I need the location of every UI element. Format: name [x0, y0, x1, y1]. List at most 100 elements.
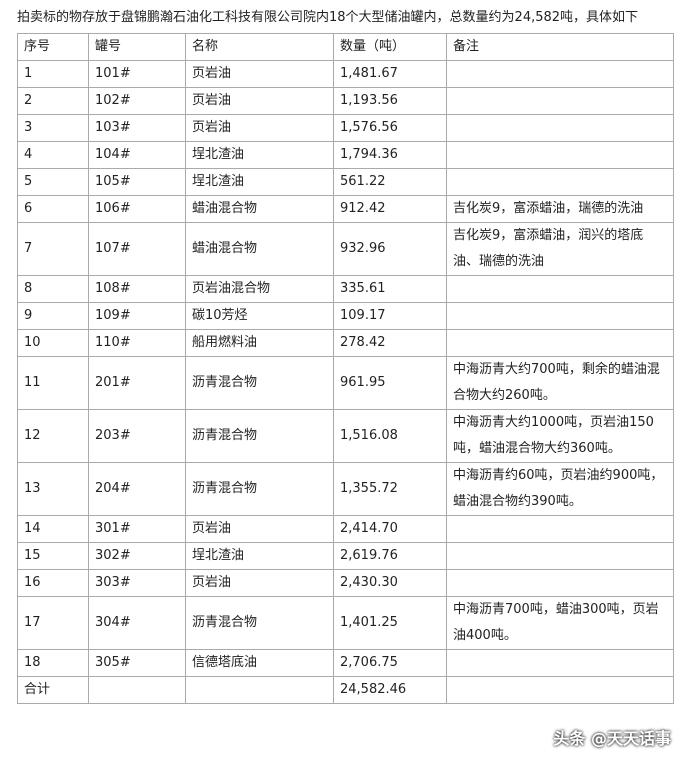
table-cell: 17 — [17, 596, 89, 650]
table-cell: 278.42 — [333, 329, 447, 357]
table-cell: 18 — [17, 649, 89, 677]
table-row: 合计 24,582.46 — [17, 676, 674, 704]
table-cell: 船用燃料油 — [185, 329, 334, 357]
table-cell: 1,481.67 — [333, 60, 447, 88]
table-cell — [88, 676, 186, 704]
table-cell: 109# — [88, 302, 186, 330]
storage-table: 序号 罐号 名称 数量（吨） 备注 1 101# 页岩油 1,481.67 2 102# 页岩油 1,1… — [17, 33, 674, 704]
table-cell: 页岩油 — [185, 60, 334, 88]
table-cell: 中海沥青大约700吨，剩余的蜡油混合物大约260吨。 — [446, 356, 674, 410]
table-cell: 561.22 — [333, 168, 447, 196]
table-cell: 104# — [88, 141, 186, 169]
table-row: 13 204# 沥青混合物 1,355.72 中海沥青约60吨，页岩油约900吨，蜡油混… — [17, 462, 674, 516]
table-cell: 2,430.30 — [333, 569, 447, 597]
table-cell: 吉化炭9，富添蜡油，瑞德的洗油 — [446, 195, 674, 223]
table-cell: 110# — [88, 329, 186, 357]
table-row: 14 301# 页岩油 2,414.70 — [17, 515, 674, 543]
table-row: 15 302# 埕北渣油 2,619.76 — [17, 542, 674, 570]
table-row: 8 108# 页岩油混合物 335.61 — [17, 275, 674, 303]
table-cell: 1 — [17, 60, 89, 88]
table-cell: 302# — [88, 542, 186, 570]
table-cell: 303# — [88, 569, 186, 597]
table-row: 9 109# 碳10芳烃 109.17 — [17, 302, 674, 330]
table-cell: 301# — [88, 515, 186, 543]
table-cell: 沥青混合物 — [185, 409, 334, 463]
table-cell: 备注 — [446, 33, 674, 61]
table-cell: 204# — [88, 462, 186, 516]
table-row: 7 107# 蜡油混合物 932.96 吉化炭9，富添蜡油，润兴的塔底油、瑞德的洗油 — [17, 222, 674, 276]
table-cell: 2,706.75 — [333, 649, 447, 677]
table-cell: 7 — [17, 222, 89, 276]
table-cell — [446, 515, 674, 543]
table-cell — [446, 676, 674, 704]
table-cell: 页岩油 — [185, 515, 334, 543]
table-body: 序号 罐号 名称 数量（吨） 备注 1 101# 页岩油 1,481.67 2 102# 页岩油 1,1… — [17, 33, 674, 704]
table-cell: 5 — [17, 168, 89, 196]
table-cell: 沥青混合物 — [185, 462, 334, 516]
table-cell: 102# — [88, 87, 186, 115]
table-cell: 埕北渣油 — [185, 542, 334, 570]
table-row: 17 304# 沥青混合物 1,401.25 中海沥青700吨，蜡油300吨，页岩油40… — [17, 596, 674, 650]
table-cell: 2,619.76 — [333, 542, 447, 570]
table-cell: 沥青混合物 — [185, 596, 334, 650]
table-cell: 2,414.70 — [333, 515, 447, 543]
table-cell: 961.95 — [333, 356, 447, 410]
table-cell: 埕北渣油 — [185, 168, 334, 196]
table-cell: 103# — [88, 114, 186, 142]
table-cell: 合计 — [17, 676, 89, 704]
table-cell: 埕北渣油 — [185, 141, 334, 169]
intro-text: 拍卖标的物存放于盘锦鹏瀚石油化工科技有限公司院内18个大型储油罐内，总数量约为2… — [17, 10, 639, 25]
table-cell: 数量（吨） — [333, 33, 447, 61]
table-cell: 13 — [17, 462, 89, 516]
table-cell: 8 — [17, 275, 89, 303]
table-cell: 1,401.25 — [333, 596, 447, 650]
table-cell: 页岩油 — [185, 569, 334, 597]
table-cell — [446, 542, 674, 570]
table-row: 11 201# 沥青混合物 961.95 中海沥青大约700吨，剩余的蜡油混合物大约26… — [17, 356, 674, 410]
table-cell: 107# — [88, 222, 186, 276]
table-row: 6 106# 蜡油混合物 912.42 吉化炭9，富添蜡油，瑞德的洗油 — [17, 195, 674, 223]
table-row: 3 103# 页岩油 1,576.56 — [17, 114, 674, 142]
table-cell: 9 — [17, 302, 89, 330]
table-cell: 14 — [17, 515, 89, 543]
table-cell: 16 — [17, 569, 89, 597]
table-cell: 201# — [88, 356, 186, 410]
table-cell — [446, 329, 674, 357]
table-cell: 109.17 — [333, 302, 447, 330]
table-cell: 203# — [88, 409, 186, 463]
table-cell: 108# — [88, 275, 186, 303]
table-cell: 15 — [17, 542, 89, 570]
table-cell: 305# — [88, 649, 186, 677]
table-cell: 1,516.08 — [333, 409, 447, 463]
table-cell: 1,576.56 — [333, 114, 447, 142]
table-cell — [446, 141, 674, 169]
table-cell: 中海沥青约60吨，页岩油约900吨，蜡油混合物约390吨。 — [446, 462, 674, 516]
table-row: 5 105# 埕北渣油 561.22 — [17, 168, 674, 196]
table-cell — [446, 60, 674, 88]
table-cell: 10 — [17, 329, 89, 357]
table-cell: 1,355.72 — [333, 462, 447, 516]
table-cell: 1,193.56 — [333, 87, 447, 115]
table-row: 16 303# 页岩油 2,430.30 — [17, 569, 674, 597]
table-cell: 序号 — [17, 33, 89, 61]
table-cell: 101# — [88, 60, 186, 88]
table-cell — [446, 569, 674, 597]
table-cell: 4 — [17, 141, 89, 169]
table-cell: 吉化炭9，富添蜡油，润兴的塔底油、瑞德的洗油 — [446, 222, 674, 276]
table-cell: 932.96 — [333, 222, 447, 276]
table-cell: 名称 — [185, 33, 334, 61]
table-cell: 罐号 — [88, 33, 186, 61]
table-cell: 1,794.36 — [333, 141, 447, 169]
table-cell — [446, 168, 674, 196]
table-cell: 304# — [88, 596, 186, 650]
table-cell: 碳10芳烃 — [185, 302, 334, 330]
table-cell: 912.42 — [333, 195, 447, 223]
table-cell: 页岩油 — [185, 87, 334, 115]
header-row: 序号 罐号 名称 数量（吨） 备注 — [17, 33, 674, 61]
table-row: 12 203# 沥青混合物 1,516.08 中海沥青大约1000吨，页岩油150吨，蜡… — [17, 409, 674, 463]
table-cell: 2 — [17, 87, 89, 115]
table-row: 1 101# 页岩油 1,481.67 — [17, 60, 674, 88]
table-row: 10 110# 船用燃料油 278.42 — [17, 329, 674, 357]
